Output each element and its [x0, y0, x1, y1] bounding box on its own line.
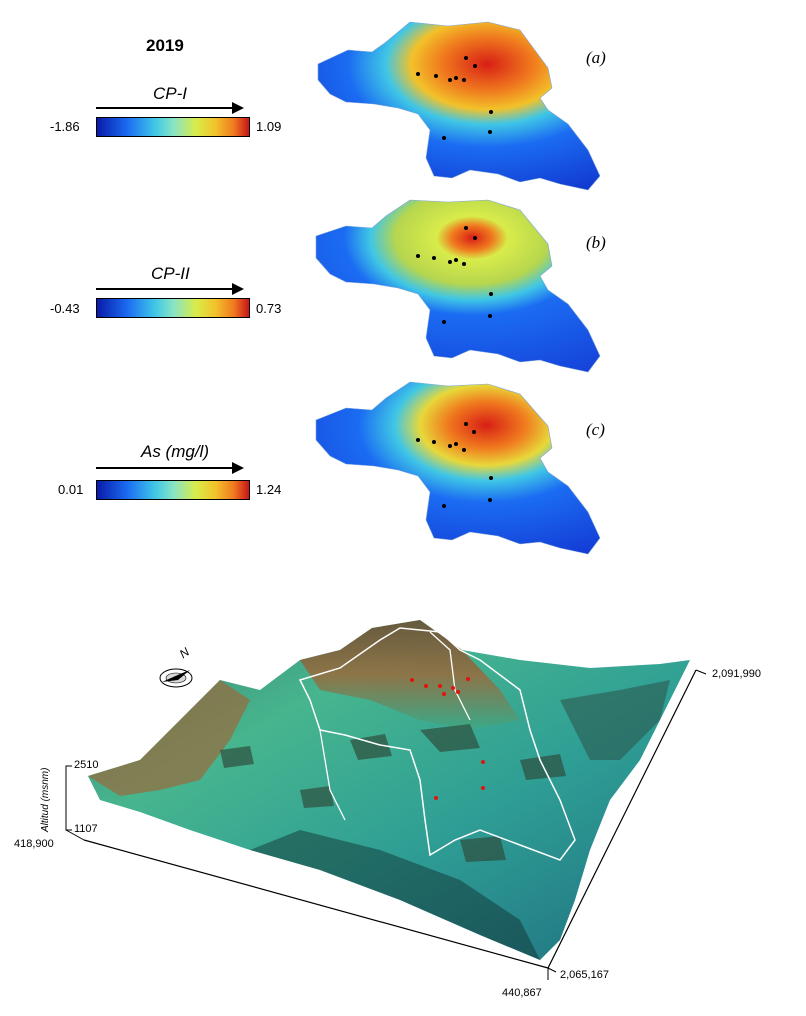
coord-west: 418,900 — [14, 838, 54, 850]
colorbar-label: As (mg/l) — [141, 442, 209, 461]
colorbar-gradient — [96, 117, 250, 137]
colorbar-gradient — [96, 298, 250, 318]
panel-label-a: (a) — [586, 48, 606, 67]
altitude-min: 1107 — [74, 823, 98, 835]
map-cp2 — [315, 199, 601, 373]
map-arsenic — [315, 381, 601, 555]
colorbar-max: 1.09 — [256, 119, 282, 134]
panel-label-b: (b) — [586, 233, 606, 252]
colorbar-max: 1.24 — [256, 482, 282, 497]
colorbar-min: -1.86 — [50, 119, 80, 134]
map-cp1 — [317, 21, 601, 191]
colorbar-label: CP-II — [151, 264, 190, 283]
colorbar-max: 0.73 — [256, 301, 282, 316]
colorbar-min: 0.01 — [58, 482, 84, 497]
year-title: 2019 — [146, 36, 184, 55]
altitude-axis-label: Altitud (msnm) — [40, 767, 51, 832]
coord-north: 2,091,990 — [712, 668, 761, 680]
arrow-icon — [96, 462, 244, 474]
colorbar-min: -0.43 — [50, 301, 80, 316]
arrow-icon — [96, 283, 244, 295]
coord-south: 2,065,167 — [560, 969, 609, 981]
coord-east: 440,867 — [502, 987, 542, 999]
panel-label-c: (c) — [586, 420, 605, 439]
arrow-icon — [96, 102, 244, 114]
colorbar-label: CP-I — [153, 84, 187, 103]
colorbar-gradient — [96, 480, 250, 500]
terrain-model — [65, 620, 707, 980]
north-arrow-icon — [159, 668, 193, 688]
altitude-max: 2510 — [74, 759, 99, 771]
